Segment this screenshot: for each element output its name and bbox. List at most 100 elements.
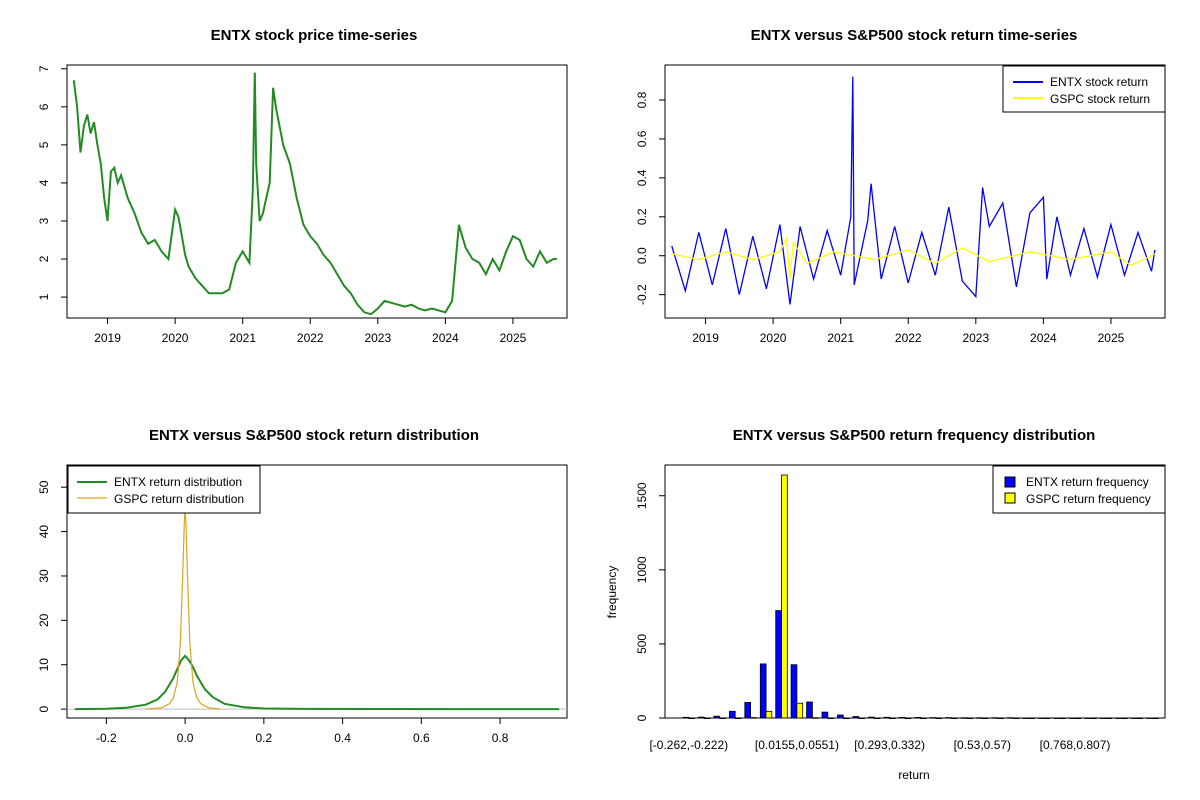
panel-histogram: ENTX versus S&P500 return frequency dist… [605, 427, 1166, 782]
bar-gspc [812, 717, 819, 719]
bar-entx [1130, 717, 1138, 719]
y-tick-label: 0 [37, 705, 51, 712]
bar-gspc [1121, 717, 1128, 720]
bar-entx [806, 701, 813, 719]
x-tick-label: 2022 [895, 331, 922, 345]
bar-entx [883, 716, 891, 719]
x-tick-label: 2022 [297, 331, 324, 345]
legend-label-entx: ENTX return frequency [1026, 475, 1149, 489]
panel-density: ENTX versus S&P500 stock return distribu… [37, 427, 568, 745]
chart-title: ENTX versus S&P500 stock return time-ser… [751, 27, 1078, 44]
y-tick-label: 40 [37, 525, 51, 539]
y-tick-label: 3 [37, 217, 51, 224]
chart-title: ENTX versus S&P500 stock return distribu… [149, 427, 479, 444]
y-tick-label: 50 [37, 480, 51, 494]
bar-entx [1053, 717, 1061, 719]
bar-entx [929, 717, 937, 719]
bar-gspc [781, 474, 788, 719]
x-tick-label: 0.8 [492, 731, 509, 745]
bar-entx [837, 714, 844, 719]
x-tick-label: 2024 [432, 331, 459, 345]
y-tick-label: 20 [37, 613, 51, 627]
bar-entx [852, 716, 860, 719]
chart-title: ENTX versus S&P500 return frequency dist… [733, 427, 1096, 444]
bar-gspc [1090, 717, 1097, 720]
bar-gspc [997, 717, 1004, 720]
legend-label-gspc: GSPC stock return [1050, 92, 1150, 106]
x-tick-label: -0.2 [96, 731, 117, 745]
y-tick-label: 10 [37, 658, 51, 672]
y-tick-label: 30 [37, 569, 51, 583]
bar-gspc [750, 717, 757, 719]
bar-entx [744, 702, 751, 719]
x-tick-label: 0.0 [177, 731, 194, 745]
y-tick-label: 500 [635, 634, 649, 654]
panel-price: ENTX stock price time-series 2019 2020 202… [37, 27, 568, 345]
bar-entx [1068, 717, 1076, 719]
y-tick-label: 7 [37, 65, 51, 72]
bar-gspc [734, 717, 742, 720]
legend-box [992, 465, 1166, 514]
bar-entx [1007, 717, 1014, 719]
bar-entx [729, 710, 736, 719]
bar-gspc [935, 717, 943, 720]
x-axis-label: return [898, 768, 929, 782]
bar-entx [682, 716, 690, 719]
legend-label-entx: ENTX return distribution [114, 475, 242, 489]
bar-gspc [688, 717, 695, 720]
bar-entx [821, 711, 829, 719]
panel-returns: ENTX versus S&P500 stock return time-ser… [635, 27, 1166, 345]
bar-gspc [1136, 717, 1144, 720]
plot-frame [66, 464, 568, 719]
y-axis-label: frequency [605, 566, 619, 619]
x-tick-label: 2023 [364, 331, 391, 345]
bar-gspc [796, 702, 804, 719]
series-line-gspc-return [671, 235, 1156, 280]
bar-gspc [1074, 717, 1082, 720]
bar-entx [1022, 717, 1030, 719]
x-tick-label: 0.2 [256, 731, 273, 745]
x-tick-label: 2025 [500, 331, 527, 345]
x-tick-label: 2019 [94, 331, 121, 345]
bar-gspc [1043, 717, 1051, 720]
bar-entx [1084, 717, 1091, 719]
y-tick-label: 0.6 [635, 130, 649, 147]
legend: ENTX stock return GSPC stock return [1002, 65, 1166, 113]
bar-entx [759, 663, 767, 719]
bar-gspc [1028, 717, 1035, 720]
plot-frame [664, 64, 1166, 319]
y-tick-label: 0.0 [635, 247, 649, 264]
y-tick-label: 6 [37, 103, 51, 110]
chart-title: ENTX stock price time-series [211, 27, 418, 44]
x-tick-label: [0.293,0.332) [854, 738, 925, 752]
bar-gspc [703, 717, 711, 720]
x-tick-label: [0.0155,0.0551) [755, 738, 839, 752]
y-tick-label: 5 [37, 141, 51, 148]
y-tick-label: 0 [635, 714, 649, 721]
bar-gspc [1059, 717, 1066, 720]
y-tick-label: 0.4 [635, 169, 649, 186]
bar-gspc [719, 717, 726, 720]
x-tick-label: 2021 [229, 331, 256, 345]
x-tick-label: 2024 [1030, 331, 1057, 345]
x-tick-label: 2023 [962, 331, 989, 345]
y-tick-label: 0.8 [635, 91, 649, 108]
bar-entx [1146, 717, 1153, 719]
y-tick-label: -0.2 [635, 284, 649, 305]
legend-label-entx: ENTX stock return [1050, 75, 1148, 89]
x-tick-label: [-0.262,-0.222) [649, 738, 728, 752]
bar-gspc [904, 717, 912, 720]
bar-entx [1115, 717, 1122, 719]
legend-label-gspc: GSPC return distribution [114, 492, 244, 506]
x-tick-label: 2025 [1098, 331, 1125, 345]
bar-entx [976, 717, 983, 719]
bar-gspc [842, 717, 850, 720]
bar-entx [960, 717, 968, 719]
bar-gspc [1105, 717, 1113, 720]
bar-entx [698, 716, 705, 719]
bar-gspc [889, 717, 896, 720]
y-tick-label: 1 [37, 293, 51, 300]
bar-gspc [765, 710, 773, 719]
